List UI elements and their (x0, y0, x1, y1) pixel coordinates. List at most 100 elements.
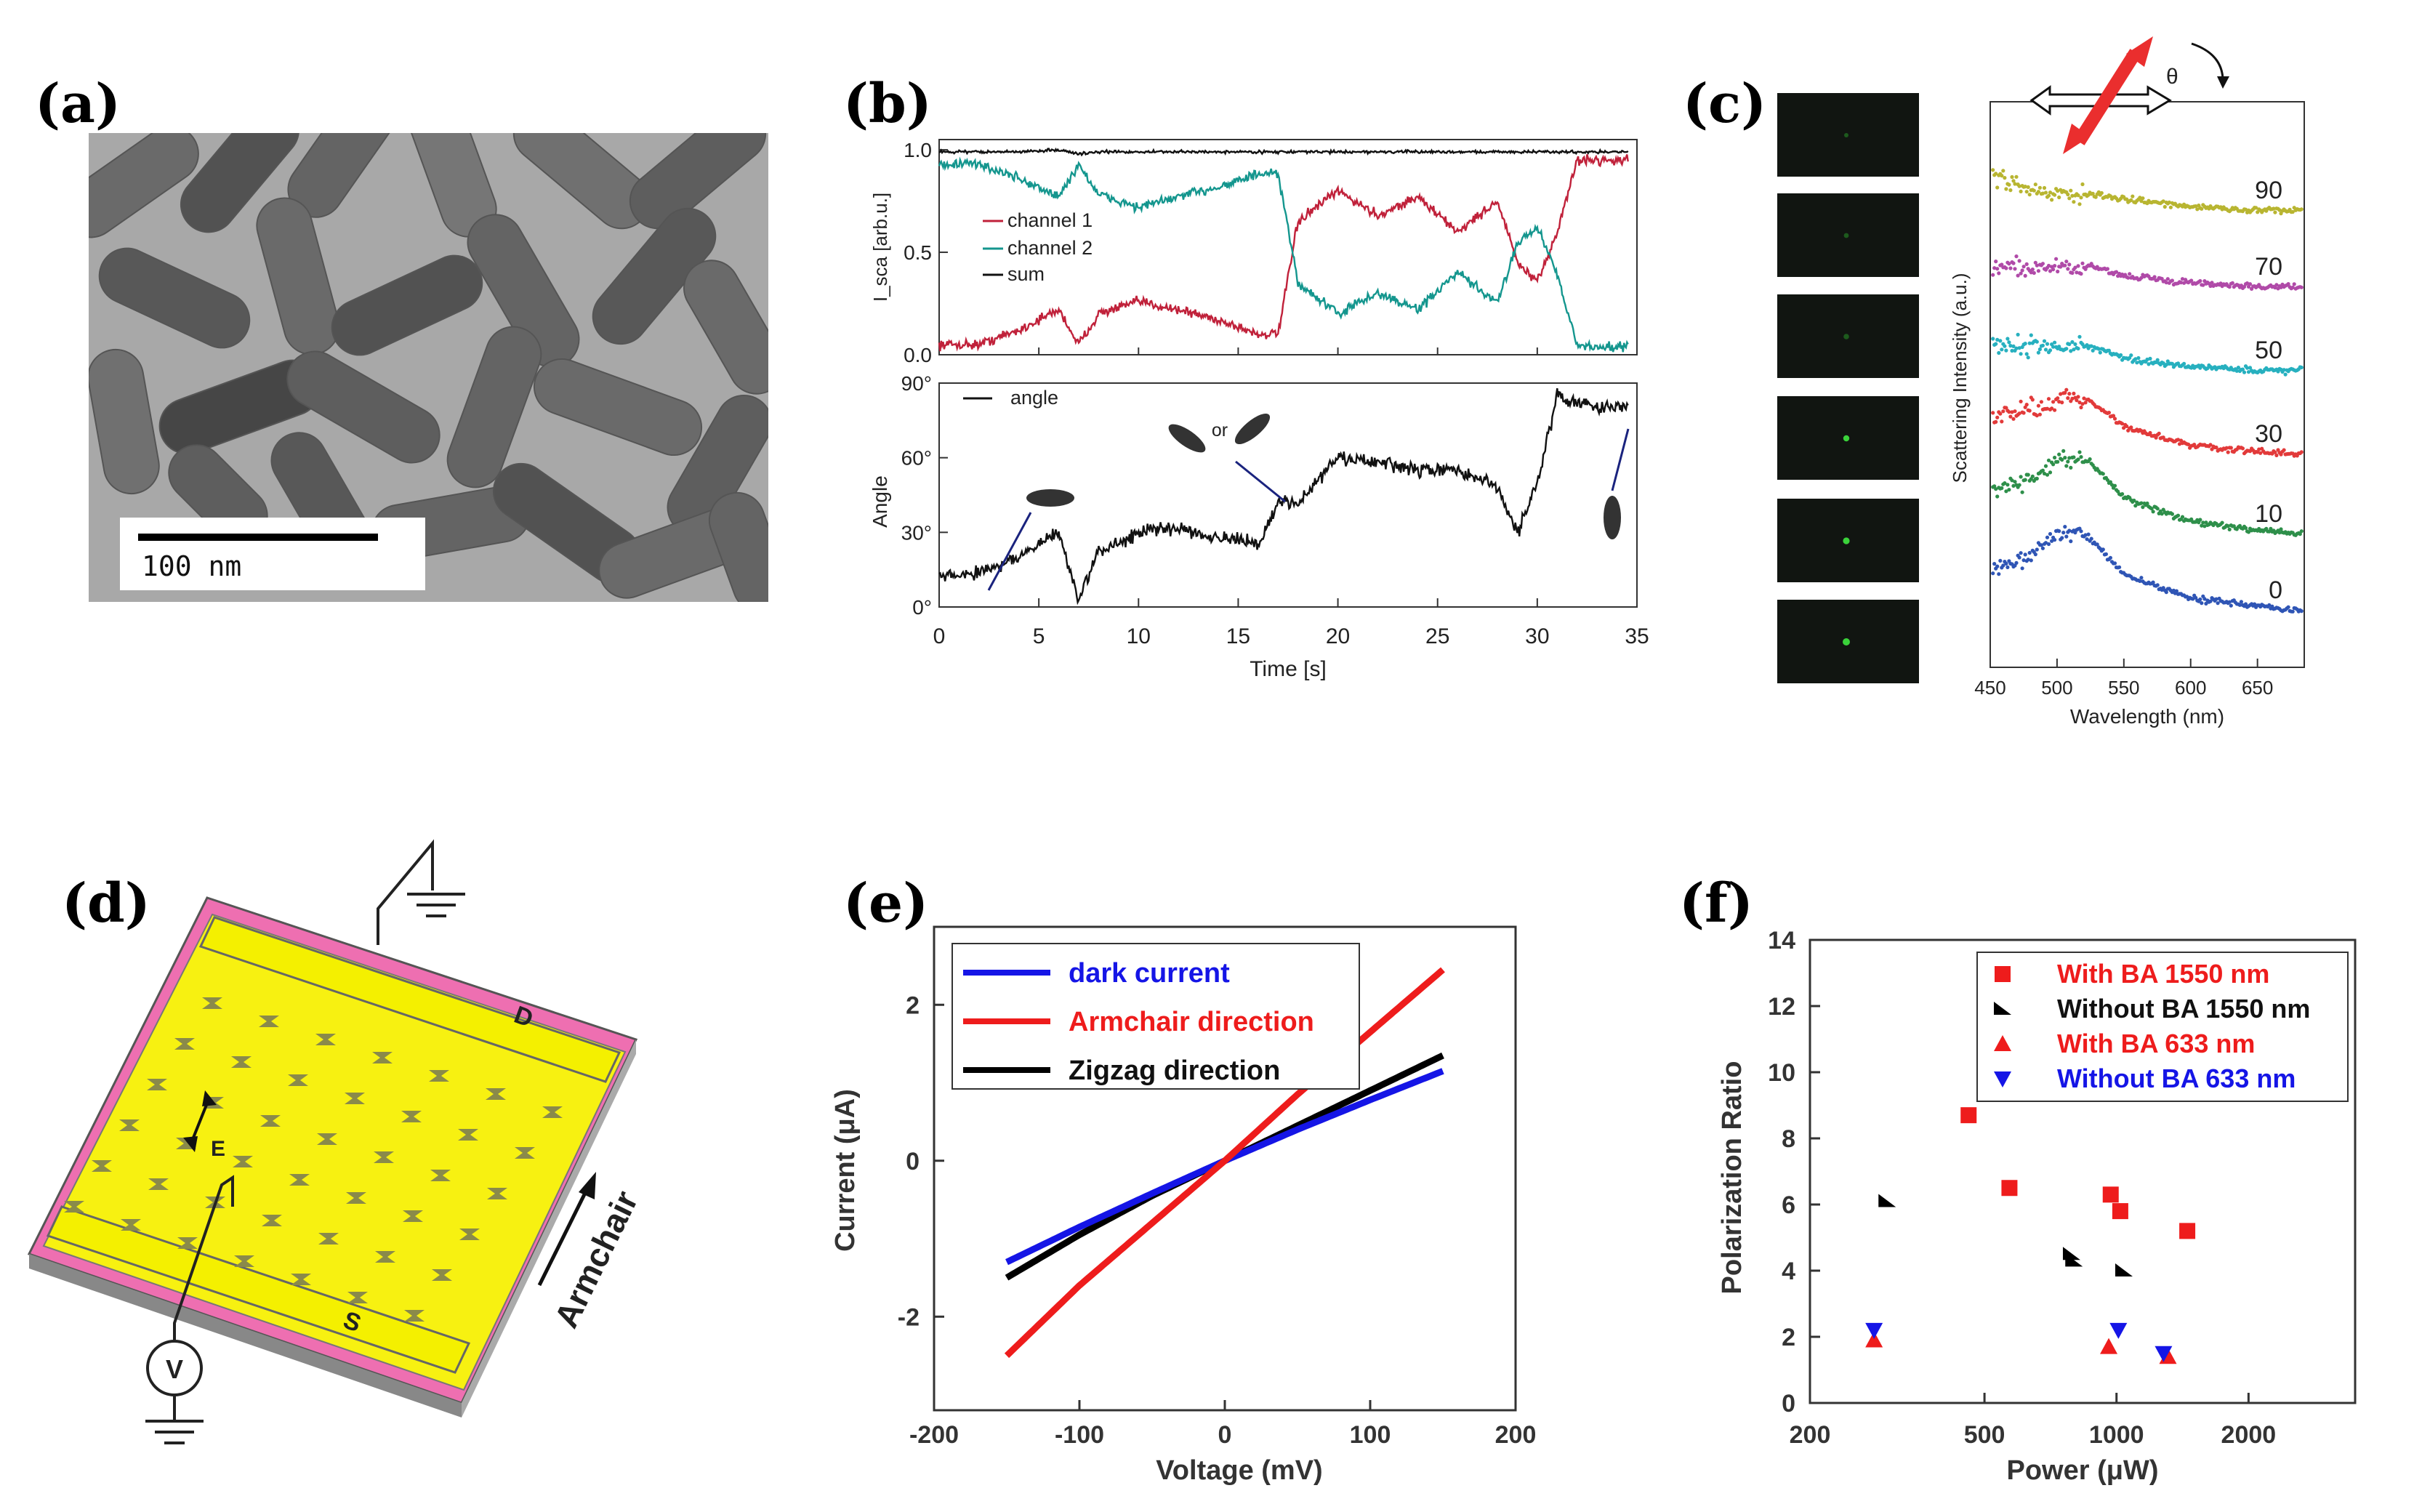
scattering-spot (1843, 233, 1849, 238)
spectrum-point (2053, 264, 2057, 268)
spectrum-point (2076, 193, 2080, 198)
scattering-spot (1843, 638, 1850, 646)
spectrum-point (2152, 275, 2157, 279)
legend-marker-f (1994, 1035, 2011, 1051)
spectrum-point (2202, 524, 2207, 528)
spectrum-point (2239, 600, 2243, 604)
panel-a: 100 nm (89, 133, 768, 602)
spectrum-point (1991, 337, 1995, 341)
spectrum-point (2011, 417, 2016, 421)
spectrum-point (2182, 361, 2186, 366)
rod-tilted-icon-1 (1168, 424, 1206, 453)
spectrum-point (2108, 194, 2112, 198)
bowtie-antenna (401, 1111, 422, 1122)
spectrum-point (2033, 260, 2037, 265)
legend-box-f (1976, 952, 2349, 1102)
spectrum-point (2273, 210, 2277, 214)
spectrum-point (2133, 357, 2138, 361)
spectrum-point (2279, 285, 2283, 289)
scale-bar (138, 534, 378, 541)
spectrum-point (2108, 555, 2112, 560)
spectrum-point (2045, 406, 2050, 411)
spectrum-point (2145, 501, 2149, 506)
spectrum-point (2013, 480, 2017, 484)
ylabel-bottom: Angle (869, 475, 891, 528)
spectrum-point (2053, 455, 2057, 460)
bowtie-antenna (403, 1210, 423, 1222)
spectrum-point (2010, 410, 2014, 414)
spectrum-point (2051, 345, 2056, 349)
spectrum-point (2020, 268, 2024, 273)
nanorod (708, 491, 768, 602)
spectrum-point (2019, 189, 2023, 193)
data-point (1865, 1331, 1883, 1348)
spectrum-point (2027, 341, 2032, 345)
spectrum-point (2008, 188, 2013, 193)
arrow-2 (1235, 460, 1286, 503)
panel-d-label: (d) (62, 872, 150, 935)
spectrum-point (2067, 528, 2072, 533)
spectrum-point (2104, 552, 2108, 556)
ytick-label-bottom: 90° (901, 372, 932, 395)
spectrum-point (2141, 505, 2145, 510)
spectrum-point (2001, 169, 2005, 173)
nanorod (446, 326, 542, 488)
spectrum-point (2037, 185, 2042, 190)
spectrum-point (1997, 572, 2001, 576)
spectrum-point (2067, 392, 2072, 396)
spectrum-point (2066, 192, 2070, 197)
spectrum-point (2023, 273, 2027, 278)
bowtie-antenna (430, 1170, 451, 1181)
spectrum-point (2000, 486, 2004, 491)
spectrum-point (2079, 455, 2083, 459)
spectrum-point (2282, 448, 2286, 452)
ytick-label-f: 0 (1782, 1390, 1795, 1418)
spectrum-point (2046, 542, 2051, 547)
spectrum-point (2027, 193, 2032, 197)
spectrum-point (2139, 501, 2144, 505)
spectrum-point (2114, 270, 2119, 274)
scattering-spot (1843, 537, 1850, 544)
spectrum-point (2075, 270, 2079, 275)
spectrum-point (2056, 189, 2060, 193)
panel-c-label: (c) (1683, 73, 1767, 135)
spectrum-point (2070, 396, 2075, 401)
spectrum-point (2061, 531, 2066, 535)
bowtie-antenna (542, 1106, 563, 1118)
spectrum-point (2042, 339, 2047, 343)
spectrum-point (2048, 348, 2053, 353)
spectrum-point (2230, 281, 2234, 285)
spectrum-point (2135, 361, 2139, 365)
spectrum-point (2013, 267, 2017, 271)
spectrum-point (2042, 471, 2047, 476)
spectrum-point (1995, 564, 2000, 568)
spectrum-point (2180, 515, 2185, 519)
ytick-label-e: -2 (898, 1303, 920, 1331)
xtick-label: 5 (1033, 624, 1045, 648)
spectrum-point (2026, 355, 2030, 360)
xtick-label-e: 0 (1218, 1421, 1232, 1449)
spectrum-point (2063, 263, 2067, 268)
spectrum-point (2057, 400, 2061, 404)
spectrum-point (2026, 185, 2030, 189)
spectrum-point (2013, 409, 2017, 414)
scattering-spot (1844, 133, 1848, 137)
ytick-label-f: 8 (1782, 1125, 1795, 1153)
spectrum-point (2286, 605, 2290, 609)
armchair-arrow (537, 1187, 590, 1287)
spectrum-point (2072, 200, 2076, 204)
spectrum-point (2003, 344, 2007, 348)
spectrum-point (2024, 403, 2029, 407)
spectrum-point (2004, 561, 2008, 566)
bowtie-antenna (289, 1174, 310, 1186)
ytick-label-e: 2 (906, 992, 920, 1019)
spectrum-point (2277, 208, 2282, 212)
xlabel: Time [s] (1250, 657, 1327, 681)
spectrum-point (2011, 261, 2016, 265)
spectrum-point (2170, 361, 2174, 366)
spectrum-point (2017, 259, 2021, 263)
spectrum-point (2045, 342, 2050, 346)
